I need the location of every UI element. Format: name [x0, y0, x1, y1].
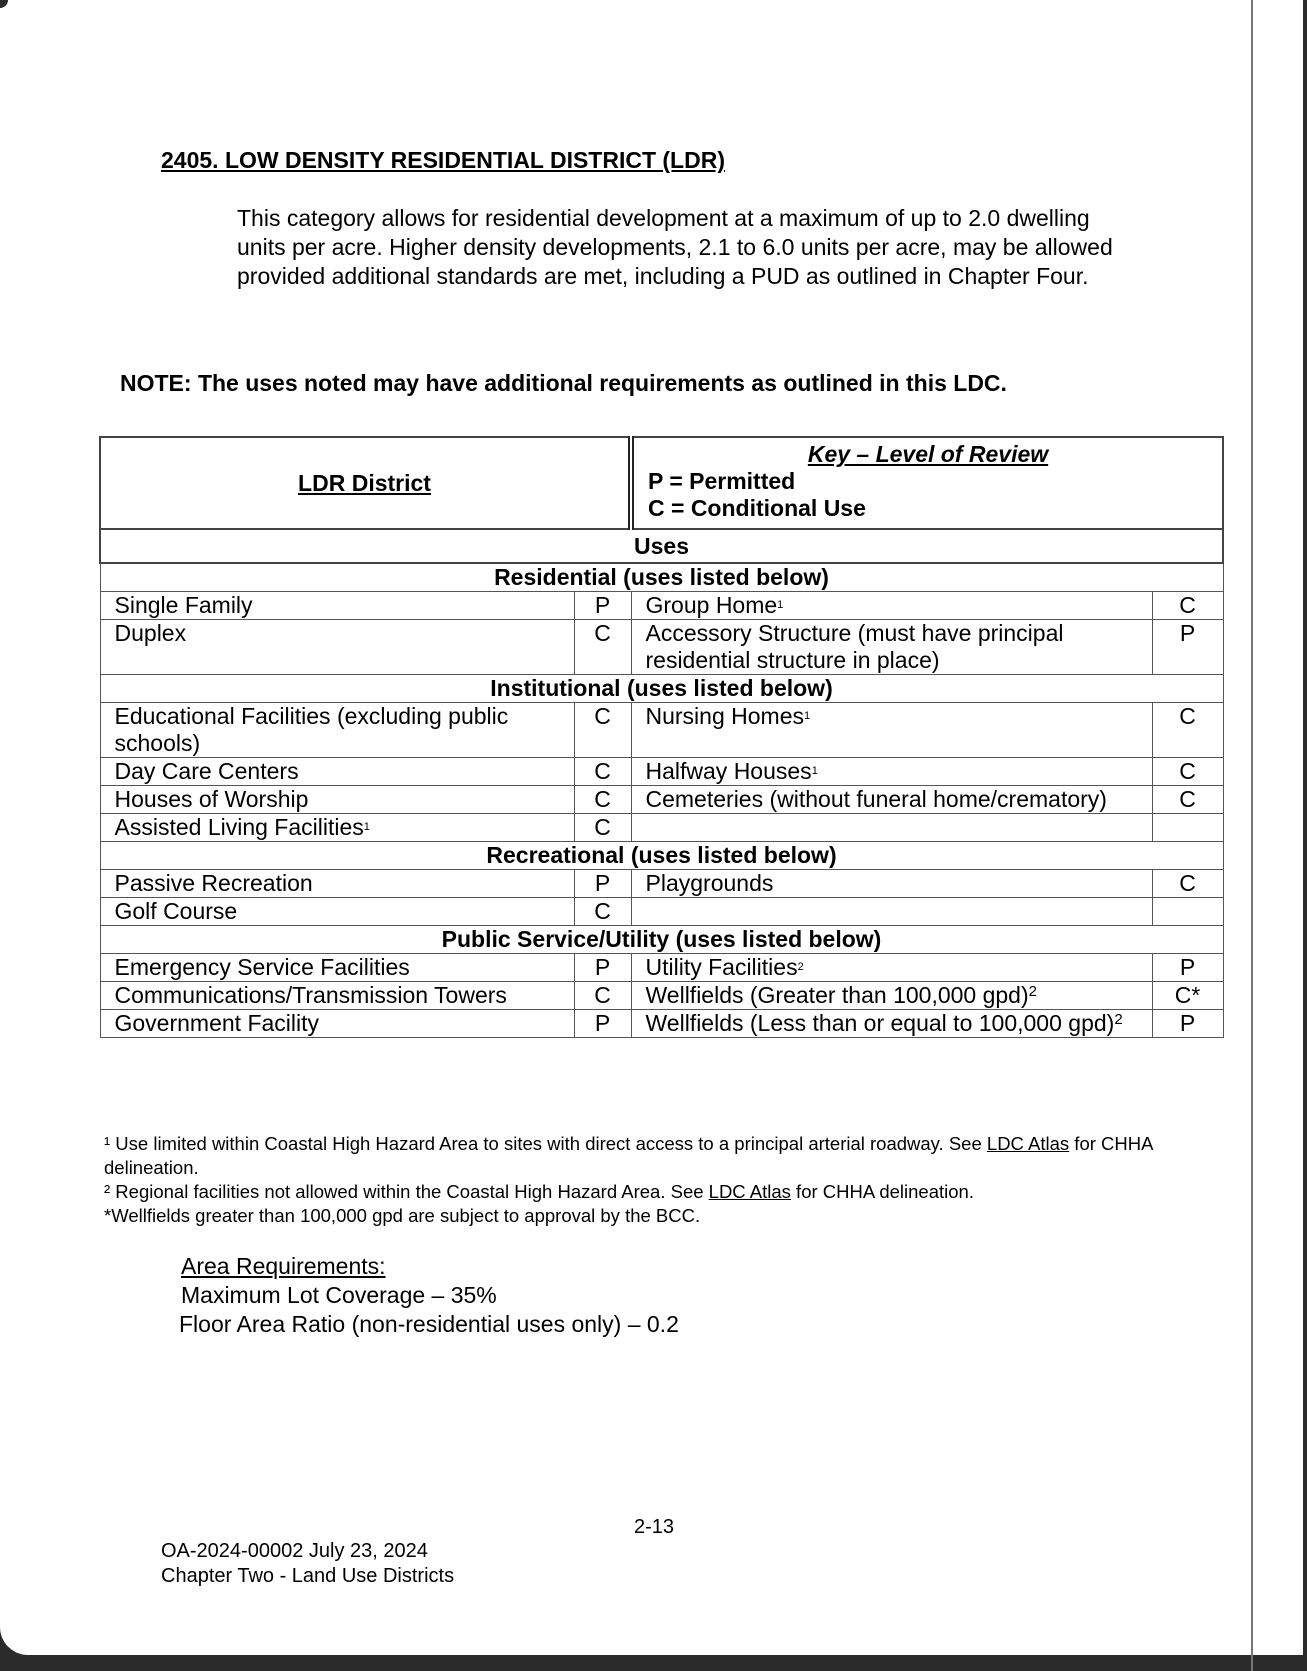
footnote-1: ¹ Use limited within Coastal High Hazard… — [104, 1133, 987, 1154]
use-name: Accessory Structure (must have principal… — [645, 620, 1064, 673]
footnote-2-end: for CHHA delineation. — [790, 1181, 974, 1202]
review-level — [1151, 813, 1224, 842]
review-level: C — [1151, 757, 1224, 786]
footnote-marker: 1 — [811, 765, 818, 777]
review-level: C — [573, 813, 632, 842]
use-name: Group Home — [645, 592, 778, 618]
footnote-marker: 2 — [1028, 983, 1037, 1000]
uses-header: Uses — [99, 528, 1224, 564]
use-name: Assisted Living Facilities — [114, 814, 364, 840]
table-row: Assisted Living Facilities1 C — [99, 813, 1224, 842]
use-name: Halfway Houses — [645, 758, 812, 784]
page-footer: OA-2024-00002 July 23, 2024 Chapter Two … — [161, 1539, 454, 1589]
page-edge-divider — [1251, 0, 1253, 1671]
review-level: C — [1151, 591, 1224, 620]
use-name: Duplex — [114, 620, 187, 646]
section-heading: Recreational (uses listed below) — [99, 841, 1224, 870]
footnote-2: ² Regional facilities not allowed within… — [104, 1181, 709, 1202]
footnote-1-end: for CHHA delineation. — [104, 1133, 1153, 1178]
use-name: Wellfields (Less than or equal to 100,00… — [645, 1010, 1115, 1036]
table-row: Houses of Worship C Cemeteries (without fu… — [99, 785, 1224, 814]
footnote-marker: 2 — [797, 961, 804, 973]
footnote-3: *Wellfields greater than 100,000 gpd are… — [104, 1205, 701, 1226]
review-level: C — [573, 785, 632, 814]
review-level: C — [573, 981, 632, 1010]
key-title: Key – Level of Review — [807, 441, 1049, 467]
section-heading: Public Service/Utility (uses listed belo… — [99, 925, 1224, 954]
table-row: Emergency Service Facilities P Utility Fac… — [99, 953, 1224, 982]
key-legend: Key – Level of Review P = Permitted C = … — [628, 436, 1224, 530]
use-name: Communications/Transmission Towers — [114, 982, 507, 1008]
review-level: C — [573, 619, 632, 675]
key-permitted: P = Permitted — [648, 468, 796, 494]
table-row: Day Care Centers C Halfway Houses1 C — [99, 757, 1224, 786]
note: NOTE: The uses noted may have additional… — [120, 370, 1007, 396]
review-level: C* — [1151, 981, 1224, 1010]
footnotes: ¹ Use limited within Coastal High Hazard… — [104, 1132, 1224, 1228]
uses-table: LDR District Key – Level of Review P = P… — [99, 436, 1224, 1038]
lot-coverage: Maximum Lot Coverage – 35% — [181, 1282, 497, 1308]
footnote-marker: 1 — [363, 821, 370, 833]
footnote-marker: 1 — [804, 710, 811, 722]
use-name: Golf Course — [114, 898, 238, 924]
table-row: Educational Facilities (excluding public… — [99, 702, 1224, 758]
ldc-atlas-link[interactable]: LDC Atlas — [708, 1181, 791, 1202]
use-name: Utility Facilities — [645, 954, 798, 980]
use-name: Cemeteries (without funeral home/cremato… — [645, 786, 1107, 812]
use-name: Government Facility — [114, 1010, 320, 1036]
review-level: P — [573, 591, 632, 620]
review-level: C — [1151, 702, 1224, 758]
use-name: Houses of Worship — [114, 786, 309, 812]
area-heading: Area Requirements: — [181, 1253, 386, 1279]
review-level: C — [573, 897, 632, 926]
use-name: Playgrounds — [645, 870, 774, 896]
review-level: C — [1151, 785, 1224, 814]
use-name: Wellfields (Greater than 100,000 gpd) — [645, 982, 1029, 1008]
area-requirements: Area Requirements: Maximum Lot Coverage … — [179, 1252, 679, 1339]
review-level: P — [1151, 1009, 1224, 1038]
use-name: Emergency Service Facilities — [114, 954, 410, 980]
key-conditional: C = Conditional Use — [648, 495, 866, 521]
use-name: Nursing Homes — [645, 703, 805, 729]
review-level: P — [1151, 953, 1224, 982]
use-name: Day Care Centers — [114, 758, 299, 784]
use-name: Passive Recreation — [114, 870, 313, 896]
review-level — [1151, 897, 1224, 926]
floor-area-ratio: Floor Area Ratio (non-residential uses o… — [179, 1311, 679, 1337]
district-header: LDR District — [99, 436, 632, 530]
review-level: P — [573, 953, 632, 982]
table-row: Single Family P Group Home1 C — [99, 591, 1224, 620]
review-level: C — [1151, 869, 1224, 898]
section-heading: Institutional (uses listed below) — [99, 674, 1224, 703]
review-level: P — [1151, 619, 1224, 675]
review-level: P — [573, 869, 632, 898]
use-name: Educational Facilities (excluding public… — [114, 703, 509, 756]
footer-doc-id: OA-2024-00002 July 23, 2024 — [161, 1540, 428, 1562]
section-title: 2405. LOW DENSITY RESIDENTIAL DISTRICT (… — [161, 147, 725, 173]
footnote-marker: 2 — [1114, 1011, 1123, 1028]
table-row: Duplex C Accessory Structure (must have pr… — [99, 619, 1224, 675]
review-level: P — [573, 1009, 632, 1038]
table-row: Golf Course C — [99, 897, 1224, 926]
table-row: Passive Recreation P Playgrounds C — [99, 869, 1224, 898]
section-heading: Residential (uses listed below) — [99, 562, 1224, 592]
window-corner — [0, 0, 8, 8]
use-name: Single Family — [114, 592, 253, 618]
intro-paragraph: This category allows for residential dev… — [237, 205, 1113, 289]
ldc-atlas-link[interactable]: LDC Atlas — [986, 1133, 1070, 1154]
window-edge — [1303, 0, 1307, 1671]
page-number: 2-13 — [634, 1516, 675, 1538]
table-row: Communications/Transmission Towers C Wellf… — [99, 981, 1224, 1010]
footer-chapter: Chapter Two - Land Use Districts — [161, 1565, 455, 1587]
table-row: Government Facility P Wellfields (Less tha… — [99, 1009, 1224, 1038]
review-level: C — [573, 702, 632, 758]
review-level: C — [573, 757, 632, 786]
footnote-marker: 1 — [777, 599, 784, 611]
